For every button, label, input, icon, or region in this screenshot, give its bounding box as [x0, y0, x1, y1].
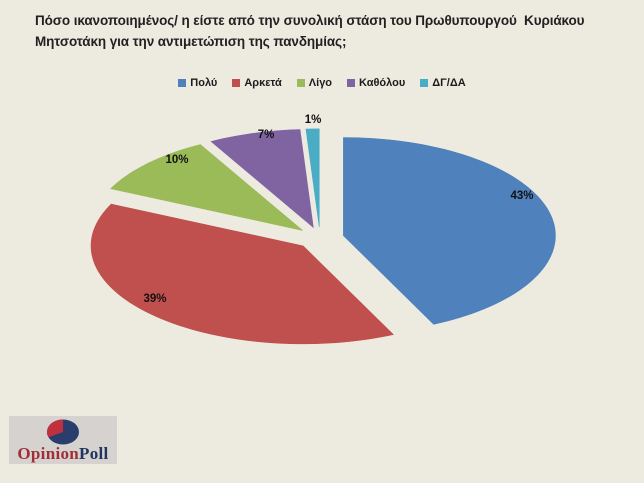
opinionpoll-logo: OpinionPoll [9, 416, 117, 464]
opinionpoll-logo-text: OpinionPoll [9, 445, 117, 462]
logo-text-poll: Poll [79, 444, 109, 463]
legend-swatch-icon [347, 79, 356, 87]
legend-swatch-icon [178, 79, 187, 87]
pie-slice-0 [343, 137, 556, 325]
pie-slice-label-0: 43% [510, 190, 533, 202]
opinionpoll-logo-mark-icon [46, 419, 79, 445]
pie-slice-label-2: 10% [165, 154, 188, 166]
logo-text-opinion: Opinion [17, 444, 80, 463]
pie-slice-label-1: 39% [143, 293, 166, 305]
pie-slice-3 [210, 129, 314, 229]
pie-slice-1 [90, 203, 394, 345]
pie-slice-label-3: 7% [258, 129, 275, 141]
legend-item-katholou: Καθόλου [347, 77, 405, 89]
legend-label: Λίγο [308, 77, 333, 89]
legend-swatch-icon [296, 79, 305, 87]
legend-label: ΔΓ/ΔΑ [432, 77, 466, 89]
legend-label: Πολύ [190, 77, 218, 89]
pie-slice-2 [110, 144, 303, 231]
legend-swatch-icon [232, 79, 241, 87]
pie-slice-4 [305, 128, 320, 227]
legend-item-ligo: Λίγο [296, 77, 333, 89]
pie-slice-label-4: 1% [305, 114, 322, 126]
legend-label: Αρκετά [244, 77, 282, 89]
chart-legend: Πολύ Αρκετά Λίγο Καθόλου ΔΓ/ΔΑ [0, 75, 644, 91]
chart-title: Πόσο ικανοποιημένος/ η είστε από την συν… [35, 13, 589, 49]
legend-item-arketa: Αρκετά [232, 77, 282, 89]
legend-swatch-icon [420, 79, 429, 87]
legend-item-poly: Πολύ [178, 77, 217, 89]
legend-item-dgda: ΔΓ/ΔΑ [420, 77, 466, 89]
legend-label: Καθόλου [359, 77, 406, 89]
